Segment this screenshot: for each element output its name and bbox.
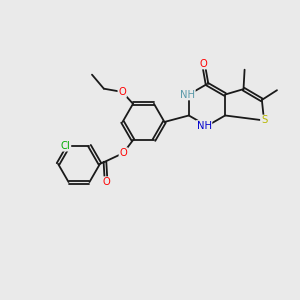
Text: O: O (200, 58, 208, 69)
Text: O: O (102, 177, 110, 187)
Text: NH: NH (196, 121, 211, 131)
Text: Cl: Cl (61, 141, 70, 151)
Text: O: O (118, 87, 126, 97)
Text: NH: NH (180, 89, 195, 100)
Text: S: S (261, 116, 267, 125)
Text: O: O (119, 148, 127, 158)
